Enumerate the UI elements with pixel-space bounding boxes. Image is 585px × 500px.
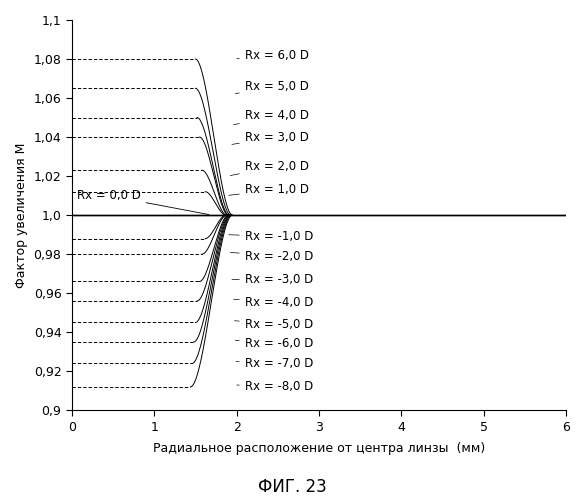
Text: ФИГ. 23: ФИГ. 23 <box>258 478 327 496</box>
Text: Rx = -2,0 D: Rx = -2,0 D <box>230 250 313 262</box>
Text: Rx = -1,0 D: Rx = -1,0 D <box>229 230 313 243</box>
Text: Rx = 1,0 D: Rx = 1,0 D <box>229 184 309 196</box>
Text: Rx = -6,0 D: Rx = -6,0 D <box>235 338 313 350</box>
Text: Rx = -8,0 D: Rx = -8,0 D <box>237 380 313 394</box>
Text: Rx = 3,0 D: Rx = 3,0 D <box>232 130 309 144</box>
Y-axis label: Фактор увеличения М: Фактор увеличения М <box>15 142 28 288</box>
Text: Rx = 4,0 D: Rx = 4,0 D <box>233 109 309 125</box>
Text: Rx = 0,0 D: Rx = 0,0 D <box>77 189 209 214</box>
Text: Rx = -5,0 D: Rx = -5,0 D <box>235 318 313 331</box>
Text: Rx = -7,0 D: Rx = -7,0 D <box>236 357 313 370</box>
Text: Rx = 5,0 D: Rx = 5,0 D <box>235 80 309 94</box>
Text: Rx = 2,0 D: Rx = 2,0 D <box>230 160 309 176</box>
Text: Rx = -4,0 D: Rx = -4,0 D <box>233 296 313 310</box>
Text: Rx = 6,0 D: Rx = 6,0 D <box>237 48 309 62</box>
X-axis label: Радиальное расположение от центра линзы  (мм): Радиальное расположение от центра линзы … <box>153 442 485 455</box>
Text: Rx = -3,0 D: Rx = -3,0 D <box>232 273 313 286</box>
